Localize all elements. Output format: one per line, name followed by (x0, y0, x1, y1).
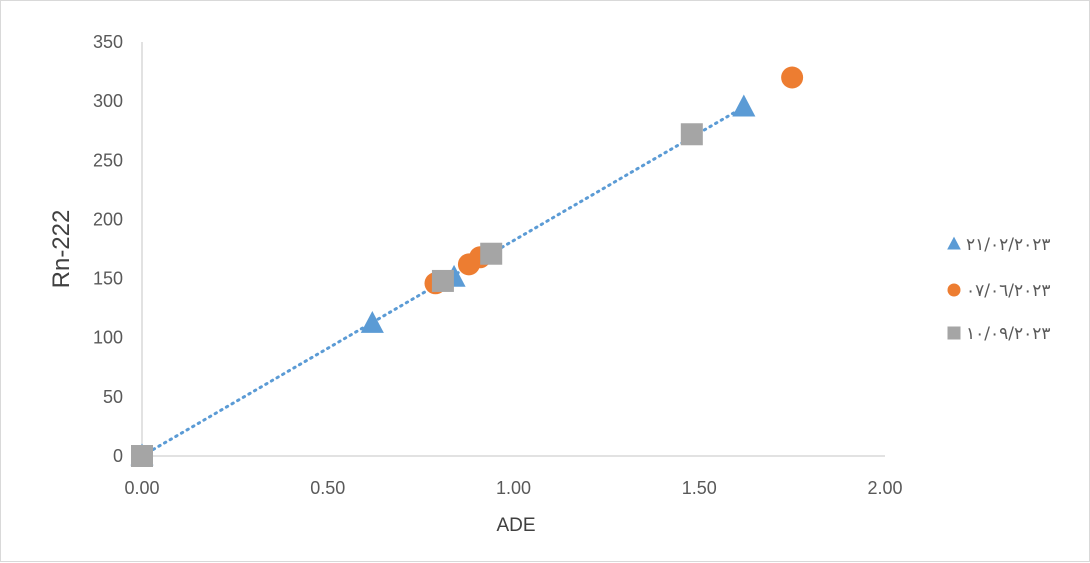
trendline-dotted (140, 105, 746, 458)
y-tick-label: 100 (93, 328, 123, 348)
y-axis-title: Rn-222 (48, 210, 75, 289)
x-tick-label: 2.00 (867, 478, 902, 498)
y-tick-label: 200 (93, 209, 123, 229)
y-tick-label: 350 (93, 32, 123, 52)
x-tick-label: 1.00 (496, 478, 531, 498)
data-point-triangle (732, 94, 756, 117)
legend-label: ٠٧/٠٦/٢٠٢٣ (966, 281, 1051, 301)
y-axis-ticks: 0 50 100 150 200 250 300 350 (93, 32, 123, 466)
x-axis-title: ADE (496, 515, 535, 536)
legend: ٢١/٠٢/٢٠٢٣ ٠٧/٠٦/٢٠٢٣ ١٠/٠٩/٢٠٢٣ (947, 235, 1051, 344)
y-tick-label: 50 (103, 387, 123, 407)
data-point-square (680, 123, 703, 146)
y-tick-label: 300 (93, 91, 123, 111)
legend-marker-triangle (947, 236, 961, 250)
data-point-square (480, 242, 503, 265)
x-tick-label: 1.50 (682, 478, 717, 498)
legend-label: ١٠/٠٩/٢٠٢٣ (966, 324, 1051, 344)
y-tick-label: 250 (93, 150, 123, 170)
data-point-square (431, 269, 454, 292)
legend-label: ٢١/٠٢/٢٠٢٣ (966, 235, 1051, 255)
data-point-square (131, 445, 153, 467)
data-points (130, 66, 804, 467)
y-tick-label: 150 (93, 269, 123, 289)
x-axis-ticks: 0.00 0.50 1.00 1.50 2.00 (124, 478, 902, 498)
data-point-circle (781, 66, 804, 89)
legend-marker-circle (947, 283, 961, 297)
trendline (140, 105, 746, 458)
data-point-triangle (360, 310, 384, 333)
legend-marker-square (947, 326, 961, 340)
x-tick-label: 0.00 (124, 478, 159, 498)
axes (141, 42, 885, 457)
x-tick-label: 0.50 (310, 478, 345, 498)
y-tick-label: 0 (113, 446, 123, 466)
